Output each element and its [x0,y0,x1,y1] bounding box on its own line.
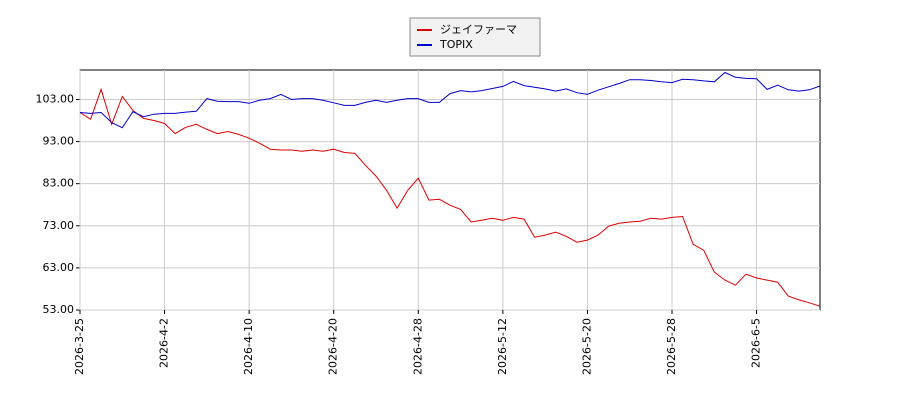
y-tick-label: 73.00 [43,219,75,232]
x-tick-label: 2026-5-28 [665,318,678,375]
x-tick-label: 2026-4-28 [411,318,424,375]
x-tick-label: 2026-3-25 [73,318,86,375]
legend-label: TOPIX [439,38,473,51]
x-tick-label: 2026-4-2 [158,318,171,368]
y-tick-label: 63.00 [43,261,75,274]
series-line [79,87,821,307]
legend-label: ジェイファーマ [440,23,517,36]
y-tick-label: 103.00 [36,92,75,105]
y-tick-label: 53.00 [43,303,75,316]
y-tick-label: 93.00 [43,135,75,148]
plot-frame [79,69,821,311]
y-tick-label: 83.00 [43,177,75,190]
series-line [79,71,821,129]
x-tick-label: 2026-4-20 [327,318,340,375]
legend [409,17,541,57]
x-tick-label: 2026-5-20 [580,318,593,375]
x-tick-label: 2026-5-12 [496,318,509,375]
x-tick-label: 2026-4-10 [242,318,255,375]
x-tick-label: 2026-6-5 [750,318,763,368]
